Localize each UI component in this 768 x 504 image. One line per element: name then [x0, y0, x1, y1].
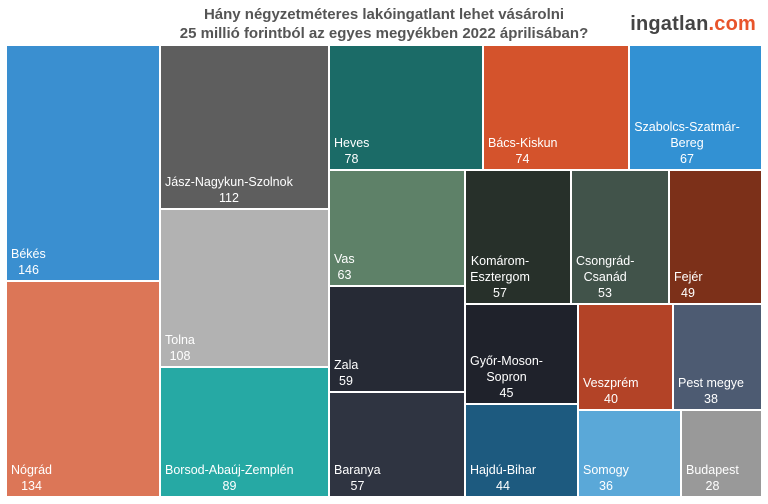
tile-value: 49	[681, 286, 695, 300]
tile-name: Somogy	[583, 463, 629, 477]
tile-label: Komárom- Esztergom 57	[470, 253, 530, 301]
treemap-tile-bacs-kiskun: Bács-Kiskun 74	[483, 45, 629, 170]
tile-value: 36	[599, 479, 613, 493]
treemap-tile-fejer: Fejér 49	[669, 170, 762, 304]
chart-title-line2: 25 millió forintból az egyes megyékben 2…	[179, 25, 589, 42]
treemap-tile-veszprem: Veszprém 40	[578, 304, 673, 410]
tile-name: Szabolcs-Szatmár- Bereg	[634, 120, 740, 150]
tile-label: Vas 63	[334, 251, 355, 283]
tile-name: Hajdú-Bihar	[470, 463, 537, 477]
treemap-tile-szabolcs-szatmar-bereg: Szabolcs-Szatmár- Bereg 67	[629, 45, 762, 170]
tile-value: 38	[704, 392, 718, 406]
tile-name: Vas	[334, 252, 355, 266]
tile-label: Győr-Moson- Sopron 45	[470, 353, 543, 401]
tile-value: 146	[18, 263, 39, 277]
tile-name: Heves	[334, 136, 370, 150]
tile-value: 57	[493, 286, 507, 300]
treemap-tile-nograd: Nógrád 134	[6, 281, 160, 497]
tile-name: Zala	[334, 358, 359, 372]
tile-label: Csongrád- Csanád 53	[576, 253, 634, 301]
tile-label: Szabolcs-Szatmár- Bereg 67	[634, 119, 740, 167]
tile-value: 59	[339, 374, 353, 388]
tile-label: Budapest 28	[686, 462, 739, 494]
tile-label: Somogy 36	[583, 462, 629, 494]
logo-name: ingatlan	[630, 13, 709, 35]
tile-label: Veszprém 40	[583, 375, 639, 407]
treemap-tile-heves: Heves 78	[329, 45, 483, 170]
tile-name: Jász-Nagykun-Szolnok	[165, 175, 293, 189]
tile-label: Jász-Nagykun-Szolnok 112	[165, 174, 293, 206]
tile-value: 63	[337, 268, 352, 282]
tile-value: 74	[515, 152, 530, 166]
treemap-tile-komarom-esztergom: Komárom- Esztergom 57	[465, 170, 571, 304]
tile-value: 28	[705, 479, 720, 493]
chart-title-line1: Hány négyzetméteres lakóingatlant lehet …	[203, 6, 565, 23]
tile-name: Nógrád	[11, 463, 52, 477]
tile-name: Fejér	[674, 270, 703, 284]
tile-value: 89	[222, 479, 237, 493]
tile-value: 67	[680, 152, 694, 166]
tile-name: Baranya	[334, 463, 381, 477]
tile-value: 112	[219, 191, 239, 205]
tile-name: Győr-Moson- Sopron	[470, 354, 543, 384]
tile-label: Baranya 57	[334, 462, 381, 494]
tile-value: 45	[499, 386, 514, 400]
tile-label: Heves 78	[334, 135, 369, 167]
tile-label: Békés 146	[11, 246, 46, 278]
tile-name: Budapest	[686, 463, 739, 477]
tile-value: 57	[350, 479, 365, 493]
tile-label: Borsod-Abaúj-Zemplén 89	[165, 462, 294, 494]
tile-name: Komárom- Esztergom	[470, 254, 530, 284]
tile-name: Békés	[11, 247, 46, 261]
tile-value: 53	[598, 286, 612, 300]
tile-value: 78	[344, 152, 359, 166]
logo-tld: com	[714, 13, 756, 35]
tile-value: 108	[169, 349, 191, 363]
treemap-tile-gyor-moson-sopron: Győr-Moson- Sopron 45	[465, 304, 578, 404]
brand-logo: ingatlan.com	[630, 13, 756, 36]
tile-label: Nógrád 134	[11, 462, 52, 494]
treemap-tile-jasz-nagykun-szolnok: Jász-Nagykun-Szolnok 112	[160, 45, 329, 209]
treemap-tile-budapest: Budapest 28	[681, 410, 762, 497]
treemap-tile-tolna: Tolna 108	[160, 209, 329, 367]
tile-label: Fejér 49	[674, 269, 702, 301]
treemap-tile-bekes: Békés 146	[6, 45, 160, 281]
tile-name: Pest megye	[678, 376, 745, 390]
chart-title: Hány négyzetméteres lakóingatlant lehet …	[120, 5, 648, 43]
treemap-tile-somogy: Somogy 36	[578, 410, 681, 497]
treemap-tile-hajdu-bihar: Hajdú-Bihar 44	[465, 404, 578, 497]
treemap-tile-zala: Zala 59	[329, 286, 465, 392]
tile-label: Pest megye 38	[678, 375, 744, 407]
tile-name: Csongrád- Csanád	[576, 254, 635, 284]
tile-name: Borsod-Abaúj-Zemplén	[165, 463, 294, 477]
tile-name: Veszprém	[583, 376, 639, 390]
tile-name: Tolna	[165, 333, 195, 347]
tile-label: Hajdú-Bihar 44	[470, 462, 536, 494]
treemap-tile-baranya: Baranya 57	[329, 392, 465, 497]
treemap-tile-vas: Vas 63	[329, 170, 465, 286]
tile-name: Bács-Kiskun	[488, 136, 558, 150]
logo-dot: .	[708, 13, 715, 35]
tile-label: Bács-Kiskun 74	[488, 135, 557, 167]
treemap-tile-csongrad-csanad: Csongrád- Csanád 53	[571, 170, 669, 304]
tile-label: Zala 59	[334, 357, 358, 389]
tile-value: 40	[604, 392, 618, 406]
treemap-tile-borsod-abauj-zemplen: Borsod-Abaúj-Zemplén 89	[160, 367, 329, 497]
tile-label: Tolna 108	[165, 332, 195, 364]
treemap-tile-pest-megye: Pest megye 38	[673, 304, 762, 410]
tile-value: 44	[496, 479, 510, 493]
tile-value: 134	[21, 479, 42, 493]
